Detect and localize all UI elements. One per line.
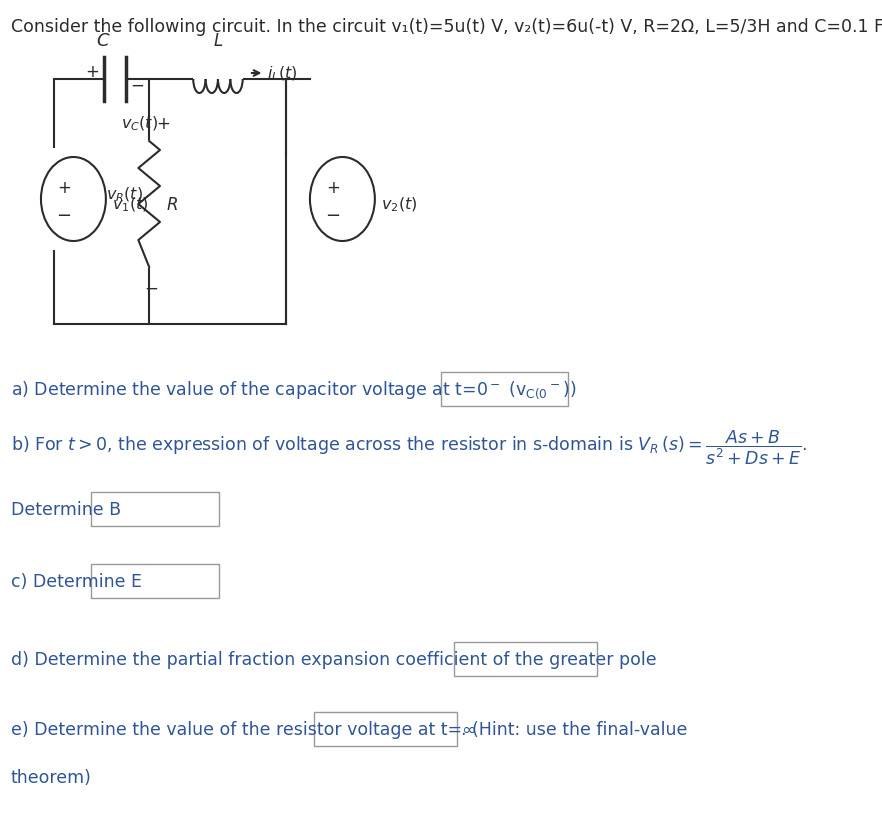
Text: b) For $t > 0$, the expression of voltage across the resistor in s-domain is $V_: b) For $t > 0$, the expression of voltag…	[11, 428, 807, 467]
Text: $v_2(t)$: $v_2(t)$	[381, 196, 417, 214]
Text: c) Determine E: c) Determine E	[11, 572, 142, 590]
Text: −: −	[56, 206, 71, 224]
Text: $v_R(t)$: $v_R(t)$	[106, 186, 143, 204]
Text: $v_1(t)$: $v_1(t)$	[112, 196, 148, 214]
Text: −: −	[130, 77, 144, 95]
Text: C: C	[96, 32, 109, 50]
FancyBboxPatch shape	[314, 713, 457, 746]
Text: a) Determine the value of the capacitor voltage at t=0$^-$ (v$_{\mathregular{C(0: a) Determine the value of the capacitor …	[11, 378, 577, 400]
FancyBboxPatch shape	[440, 373, 568, 406]
Text: +: +	[57, 179, 71, 197]
FancyBboxPatch shape	[91, 564, 219, 598]
Text: theorem): theorem)	[11, 768, 92, 786]
Text: . (Hint: use the final-value: . (Hint: use the final-value	[460, 720, 687, 738]
FancyBboxPatch shape	[91, 492, 219, 527]
Text: d) Determine the partial fraction expansion coefficient of the greater pole: d) Determine the partial fraction expans…	[11, 650, 656, 668]
FancyBboxPatch shape	[454, 642, 597, 676]
Text: $i_L(t)$: $i_L(t)$	[267, 65, 298, 83]
Text: −: −	[325, 206, 340, 224]
Text: +: +	[326, 179, 340, 197]
Text: +: +	[85, 63, 99, 81]
Text: −: −	[144, 279, 158, 297]
Text: Determine B: Determine B	[11, 500, 121, 518]
Text: +: +	[156, 115, 170, 133]
Text: $v_C(t)$: $v_C(t)$	[122, 115, 159, 133]
Text: Consider the following circuit. In the circuit v₁(t)=5u(t) V, v₂(t)=6u(-t) V, R=: Consider the following circuit. In the c…	[11, 18, 882, 36]
Text: e) Determine the value of the resistor voltage at t=∞: e) Determine the value of the resistor v…	[11, 720, 476, 738]
Text: L: L	[213, 32, 222, 50]
Text: R: R	[166, 196, 177, 214]
